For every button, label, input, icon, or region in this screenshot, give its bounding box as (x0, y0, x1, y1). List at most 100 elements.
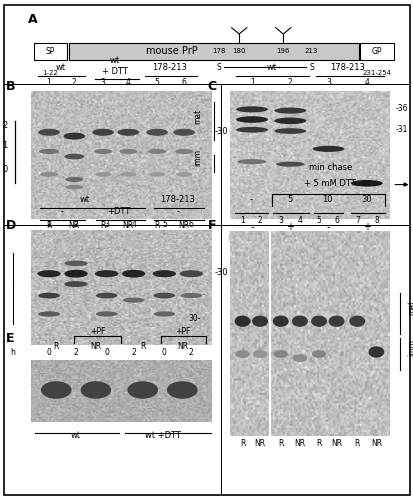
Text: R: R (354, 440, 359, 448)
Text: 0: 0 (47, 348, 51, 358)
Text: 4: 4 (363, 78, 368, 87)
Ellipse shape (274, 118, 306, 124)
Ellipse shape (166, 381, 197, 399)
Text: + DTT: + DTT (102, 66, 128, 76)
Text: S: S (309, 63, 313, 72)
Text: 3: 3 (278, 216, 282, 225)
Ellipse shape (146, 129, 168, 136)
Ellipse shape (235, 116, 267, 123)
Ellipse shape (292, 354, 306, 362)
Text: h: h (11, 348, 15, 358)
Text: NR: NR (294, 440, 305, 448)
Text: 6: 6 (188, 220, 193, 228)
Ellipse shape (64, 281, 88, 287)
Ellipse shape (234, 316, 250, 327)
Text: GP: GP (370, 47, 381, 56)
Text: 1: 1 (2, 140, 7, 149)
Text: 8: 8 (373, 216, 378, 225)
Text: 5: 5 (316, 216, 320, 225)
Ellipse shape (63, 132, 85, 140)
Text: 1: 1 (47, 78, 51, 87)
Ellipse shape (122, 234, 145, 248)
Text: R: R (316, 440, 321, 448)
Text: NR: NR (90, 342, 101, 351)
Text: 2: 2 (257, 216, 262, 225)
Text: R: R (53, 342, 59, 351)
Ellipse shape (117, 129, 139, 136)
Text: 1-22: 1-22 (42, 70, 58, 76)
Text: -36: -36 (394, 104, 407, 112)
Ellipse shape (119, 149, 137, 154)
Text: 178: 178 (212, 48, 225, 54)
Ellipse shape (273, 350, 287, 358)
Ellipse shape (312, 146, 344, 152)
Text: R: R (140, 342, 145, 351)
Ellipse shape (252, 350, 266, 358)
Ellipse shape (310, 316, 326, 327)
Bar (69, 42, 358, 60)
Text: 0: 0 (2, 165, 7, 174)
Text: 231-254: 231-254 (361, 70, 390, 76)
Text: 3: 3 (104, 220, 109, 228)
Ellipse shape (96, 292, 117, 298)
Ellipse shape (122, 270, 145, 278)
Ellipse shape (40, 172, 58, 177)
Text: imm: imm (406, 339, 413, 356)
Ellipse shape (120, 172, 136, 176)
Text: 1: 1 (249, 78, 254, 87)
Ellipse shape (274, 108, 306, 114)
Text: wt: wt (56, 63, 66, 72)
Text: -30: -30 (214, 126, 228, 136)
Ellipse shape (41, 381, 71, 399)
Text: 5: 5 (161, 220, 166, 228)
Ellipse shape (149, 172, 165, 176)
Text: 1: 1 (240, 216, 244, 225)
Text: R: R (154, 221, 159, 230)
Ellipse shape (235, 127, 267, 132)
Ellipse shape (180, 293, 202, 298)
Text: mat: mat (406, 300, 413, 315)
Ellipse shape (152, 270, 176, 278)
Ellipse shape (176, 172, 192, 176)
Ellipse shape (274, 128, 306, 134)
Text: 6: 6 (333, 216, 338, 225)
Text: NR: NR (330, 440, 341, 448)
Ellipse shape (235, 106, 267, 112)
Text: NR: NR (176, 342, 188, 351)
Text: 6: 6 (181, 78, 186, 87)
Text: 5: 5 (287, 196, 292, 204)
Text: R: R (278, 440, 283, 448)
Ellipse shape (291, 316, 307, 327)
Text: mouse PrP: mouse PrP (146, 46, 197, 56)
Text: imm: imm (0, 288, 1, 304)
Text: NR: NR (178, 221, 189, 230)
Text: wt: wt (109, 56, 120, 66)
Text: EndoH:: EndoH: (228, 234, 255, 242)
Ellipse shape (38, 292, 60, 298)
Text: 178-213: 178-213 (330, 63, 364, 72)
Text: -31: -31 (394, 126, 407, 134)
Text: 30-: 30- (188, 314, 201, 323)
Text: +PF: +PF (90, 327, 105, 336)
Text: wt +DTT: wt +DTT (144, 431, 180, 440)
Ellipse shape (38, 312, 60, 316)
Text: 4: 4 (131, 220, 136, 228)
Text: -: - (176, 207, 179, 216)
Text: +: + (286, 222, 294, 232)
Ellipse shape (252, 316, 267, 327)
Text: R: R (46, 221, 52, 230)
Text: 196: 196 (276, 48, 290, 54)
Text: 1: 1 (47, 220, 51, 228)
Ellipse shape (38, 129, 60, 136)
Text: imm: imm (0, 137, 1, 154)
Text: mat: mat (0, 254, 1, 269)
Text: 0: 0 (412, 182, 413, 190)
Text: -30: -30 (214, 268, 228, 277)
Text: NR: NR (370, 440, 381, 448)
Text: S: S (216, 63, 221, 72)
Text: 2: 2 (2, 122, 7, 130)
Text: mat: mat (193, 109, 202, 124)
Ellipse shape (127, 381, 158, 399)
Text: NR: NR (122, 221, 133, 230)
Ellipse shape (153, 292, 175, 298)
